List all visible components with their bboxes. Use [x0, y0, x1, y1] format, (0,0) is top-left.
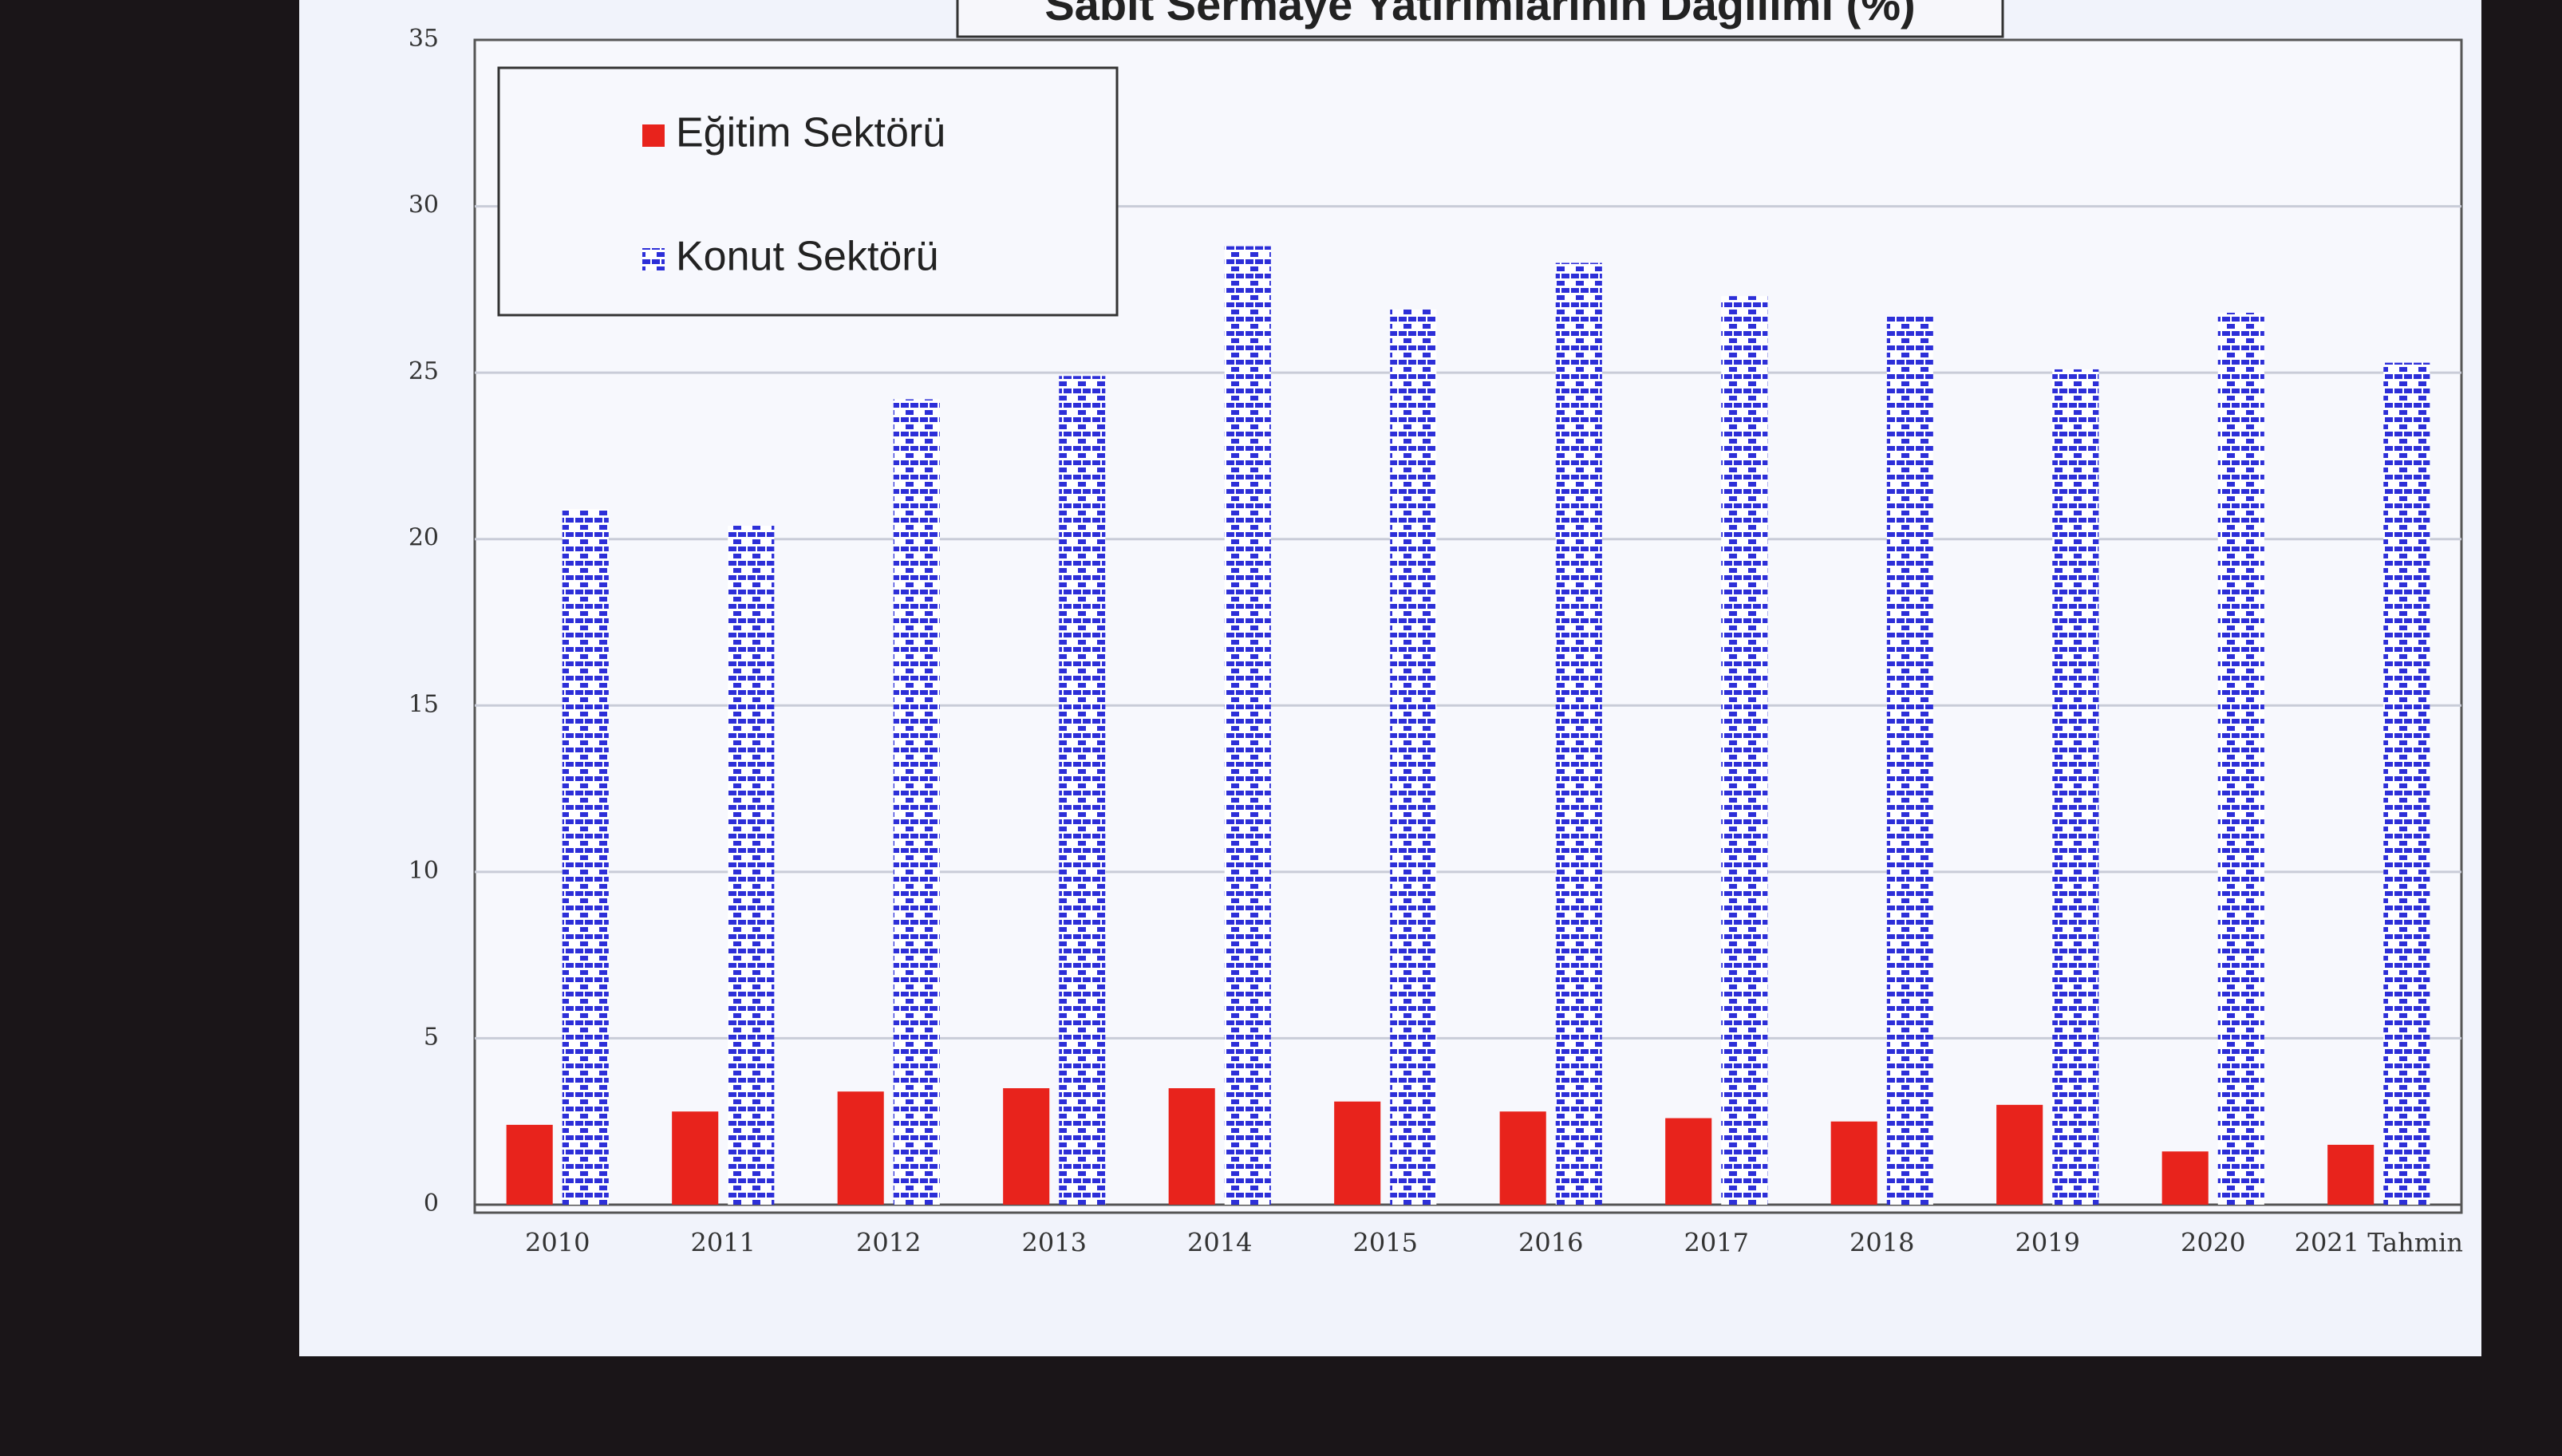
- bar: [1830, 1121, 1877, 1205]
- x-tick-label: 2012: [856, 1228, 921, 1258]
- x-tick-label: 2016: [1518, 1228, 1583, 1258]
- y-tick-label: 30: [409, 191, 439, 219]
- y-tick-label: 15: [409, 690, 439, 718]
- bar: [1665, 1118, 1712, 1205]
- bar: [562, 509, 609, 1205]
- bar: [893, 399, 940, 1205]
- bar: [2383, 362, 2430, 1205]
- y-tick-label: 5: [424, 1023, 439, 1051]
- bar: [1721, 296, 1768, 1205]
- bar: [2052, 369, 2099, 1205]
- x-tick-label: 2021 Tahmin: [2295, 1228, 2463, 1258]
- y-tick-label: 20: [409, 524, 439, 552]
- legend-swatch: [642, 248, 665, 270]
- legend-label: Eğitim Sektörü: [676, 110, 945, 156]
- bar: [1390, 309, 1437, 1205]
- x-tick-label: 2010: [525, 1228, 590, 1258]
- x-tick-label: 2013: [1022, 1228, 1087, 1258]
- bar: [506, 1124, 553, 1205]
- bar: [1003, 1088, 1050, 1205]
- chart-title: Sabit Sermaye Yatırımlarının Dağılımı (%…: [1044, 0, 1915, 30]
- bar: [1996, 1104, 2043, 1205]
- legend-label: Konut Sektörü: [676, 234, 939, 280]
- x-tick-label: 2015: [1353, 1228, 1418, 1258]
- legend-box: [497, 66, 1119, 317]
- bar: [1224, 246, 1271, 1205]
- y-tick-label: 10: [409, 857, 439, 885]
- bar: [837, 1091, 884, 1205]
- bar: [1499, 1111, 1546, 1205]
- bar: [1555, 262, 1602, 1205]
- bar: [2327, 1144, 2374, 1205]
- bar: [1886, 316, 1933, 1205]
- x-tick-label: 2017: [1684, 1228, 1749, 1258]
- bar: [1168, 1088, 1215, 1205]
- x-tick-label: 2018: [1849, 1228, 1914, 1258]
- bar: [672, 1111, 719, 1205]
- y-tick-label: 25: [409, 357, 439, 385]
- bar: [2161, 1151, 2209, 1205]
- x-tick-label: 2011: [691, 1228, 756, 1258]
- bar: [1059, 376, 1106, 1205]
- bar: [1334, 1101, 1381, 1205]
- bar: [2217, 313, 2264, 1205]
- x-tick-label: 2019: [2015, 1228, 2080, 1258]
- x-tick-label: 2014: [1187, 1228, 1252, 1258]
- bar: [728, 526, 775, 1205]
- title-box: [956, 0, 2004, 38]
- legend-swatch: [642, 124, 665, 147]
- x-tick-label: 2020: [2181, 1228, 2245, 1258]
- y-tick-label: 35: [409, 25, 439, 53]
- y-tick-label: 0: [424, 1190, 439, 1217]
